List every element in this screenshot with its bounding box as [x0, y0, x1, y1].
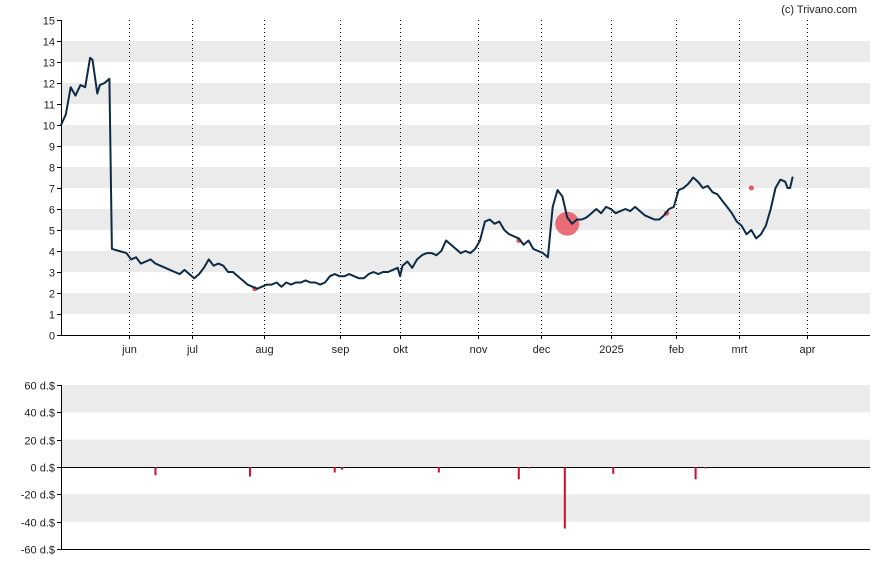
volume-axes	[61, 385, 870, 550]
y-tick-label: -20 d.$	[21, 490, 55, 502]
y-tick-label: 12	[43, 79, 55, 91]
price-markers	[252, 185, 754, 292]
x-tick-label: dec	[533, 344, 551, 356]
x-tick-label: nov	[470, 344, 488, 356]
event-marker	[748, 185, 754, 191]
y-tick-label: 11	[44, 100, 55, 112]
x-tick-label: feb	[669, 344, 684, 356]
y-tick-label: 40 d.$	[24, 408, 55, 420]
volume-bar	[517, 467, 520, 480]
x-tick-label: okt	[393, 344, 408, 356]
volume-y-axis-ticks: 60 d.$ 40 d.$ 20 d.$ 0 d.$ -20 d.$ -40 d.$ -60…	[21, 381, 61, 557]
y-tick-label: 9	[49, 142, 55, 154]
volume-bar	[694, 467, 697, 480]
volume-bar	[340, 467, 343, 470]
y-tick-label: 7	[49, 184, 55, 196]
y-tick-label: 1	[49, 310, 55, 322]
y-tick-label: 2	[49, 289, 55, 301]
y-tick-label: 14	[43, 37, 55, 49]
price-month-gridlines	[129, 20, 808, 335]
x-tick-label: mrt	[732, 344, 748, 356]
y-tick-label: -60 d.$	[21, 545, 55, 557]
volume-bar	[248, 467, 251, 477]
price-band	[61, 293, 870, 314]
y-tick-label: 60 d.$	[24, 381, 55, 393]
volume-bar	[527, 467, 530, 469]
y-tick-label: 3	[49, 268, 55, 280]
price-axes	[61, 20, 870, 336]
y-tick-label: 8	[49, 163, 55, 175]
y-tick-label: 15	[43, 16, 55, 28]
price-band	[61, 251, 870, 272]
volume-bar	[563, 467, 566, 529]
price-band	[61, 209, 870, 230]
y-tick-label: -40 d.$	[21, 518, 55, 530]
x-tick-label: jun	[121, 344, 137, 356]
y-tick-label: 0 d.$	[31, 463, 55, 475]
volume-bar	[612, 467, 615, 474]
volume-bar	[704, 467, 707, 469]
volume-band	[61, 385, 870, 413]
event-marker	[555, 211, 580, 236]
price-x-axis-ticks: jun jul aug sep okt nov dec 2025 feb mrt apr	[121, 335, 816, 356]
x-tick-label: 2025	[599, 344, 623, 356]
y-tick-label: 6	[49, 205, 55, 217]
price-band	[61, 167, 870, 188]
volume-band	[61, 439, 870, 467]
y-tick-label: 5	[49, 226, 55, 238]
x-tick-label: apr	[800, 344, 816, 356]
volume-bars	[154, 467, 707, 529]
x-tick-label: jul	[186, 344, 198, 356]
price-band	[61, 41, 870, 62]
volume-bar	[333, 467, 336, 473]
volume-grid-bands	[61, 385, 870, 522]
x-tick-label: aug	[255, 344, 273, 356]
volume-bar	[154, 467, 157, 476]
volume-chart: 60 d.$ 40 d.$ 20 d.$ 0 d.$ -20 d.$ -40 d.$ -60…	[21, 381, 870, 557]
price-band	[61, 125, 870, 146]
y-tick-label: 4	[49, 247, 55, 259]
y-tick-label: 0	[49, 331, 55, 343]
volume-bar	[437, 467, 440, 473]
y-tick-label: 20 d.$	[24, 436, 55, 448]
credit-label: (c) Trivano.com	[781, 4, 857, 16]
price-band	[61, 83, 870, 104]
price-line	[60, 56, 794, 290]
volume-band	[61, 494, 870, 522]
price-grid-bands	[61, 41, 870, 314]
y-tick-label: 13	[43, 58, 55, 70]
y-tick-label: 10	[43, 121, 55, 133]
x-tick-label: sep	[332, 344, 350, 356]
